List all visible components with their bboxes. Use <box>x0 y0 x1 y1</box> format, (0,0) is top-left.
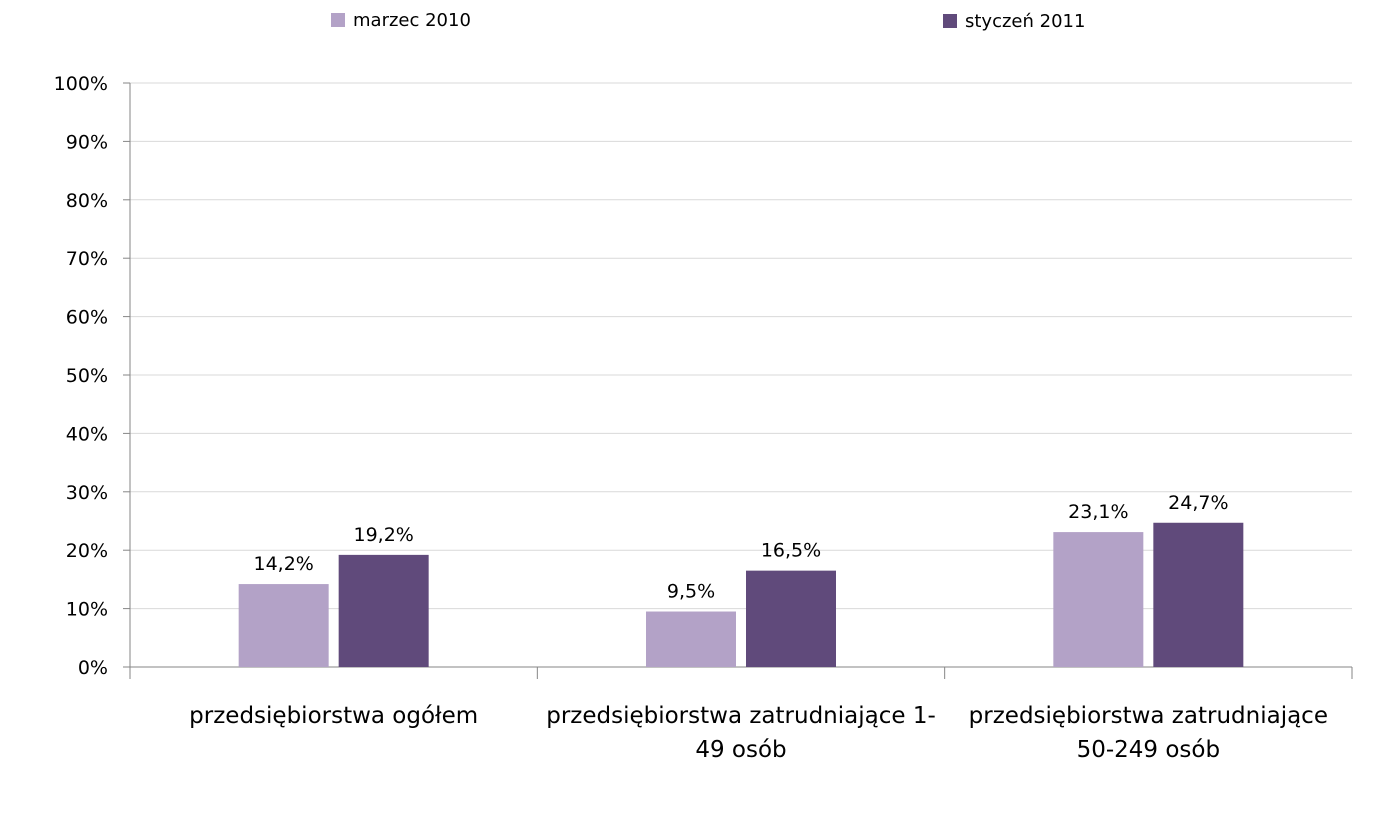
y-tick-label: 80% <box>66 190 108 212</box>
legend-label: marzec 2010 <box>353 10 471 31</box>
data-label: 16,5% <box>761 540 821 562</box>
y-tick-label: 70% <box>66 248 108 270</box>
category-label: przedsiębiorstwa zatrudniające <box>969 703 1328 729</box>
y-axis: 0% 10% 20% 30% 40% 50% 60% 70% 80% 90% 100% <box>54 73 131 679</box>
legend-swatch <box>943 14 957 28</box>
data-label: 9,5% <box>667 581 715 603</box>
y-tick-label: 60% <box>66 307 108 329</box>
legend-swatch <box>331 13 345 27</box>
legend: marzec 2010 styczeń 2011 <box>331 10 1085 32</box>
bar-styczen-2011 <box>746 570 836 667</box>
x-axis <box>129 666 1353 679</box>
bar-marzec-2010 <box>646 611 736 667</box>
y-tick-label: 0% <box>78 657 108 679</box>
y-tick-label: 100% <box>54 73 108 95</box>
data-label: 19,2% <box>353 524 413 546</box>
y-tick-label: 20% <box>66 540 108 562</box>
y-tick-label: 40% <box>66 423 108 445</box>
bar-marzec-2010 <box>1053 532 1144 667</box>
gridlines <box>130 82 1352 610</box>
data-label: 24,7% <box>1168 492 1228 514</box>
y-tick-label: 50% <box>66 365 108 387</box>
legend-label: styczeń 2011 <box>965 11 1085 32</box>
bar-styczen-2011 <box>338 554 429 667</box>
category-label: 50-249 osób <box>1077 737 1221 763</box>
bar-styczen-2011 <box>1153 522 1244 667</box>
bar-marzec-2010 <box>238 584 329 667</box>
category-label: przedsiębiorstwa zatrudniające 1- <box>546 703 936 729</box>
y-tick-label: 90% <box>66 131 108 153</box>
category-label: przedsiębiorstwa ogółem <box>189 703 478 729</box>
data-labels: 14,2% 19,2% 9,5% 16,5% 23,1% 24,7% <box>253 492 1228 603</box>
category-label: 49 osób <box>695 737 786 763</box>
y-tick-label: 30% <box>66 482 108 504</box>
data-label: 14,2% <box>253 553 313 575</box>
y-tick-label: 10% <box>66 599 108 621</box>
data-label: 23,1% <box>1068 501 1128 523</box>
category-labels: przedsiębiorstwa ogółem przedsiębiorstwa … <box>189 703 1328 763</box>
bars <box>238 522 1244 667</box>
